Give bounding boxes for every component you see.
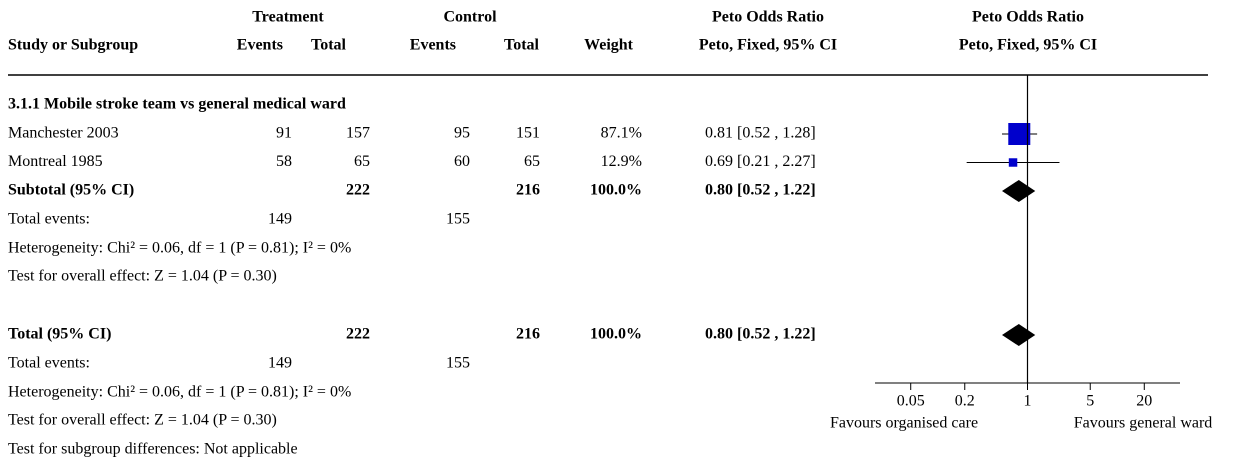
cell: 0.80 [0.52 , 1.22] <box>705 326 816 343</box>
subgroup-heading: 3.1.1 Mobile stroke team vs general medi… <box>8 96 346 113</box>
header: Study or Subgroup <box>8 37 138 54</box>
x-tick-label: 1 <box>1024 393 1032 410</box>
x-tick-label: 0.05 <box>897 393 925 410</box>
events-label: Total events: <box>8 355 90 372</box>
cell: 65 <box>524 153 540 170</box>
pooled-diamond <box>1002 324 1036 346</box>
pooled-name: Subtotal (95% CI) <box>8 182 134 199</box>
header: Peto Odds Ratio <box>712 9 824 26</box>
header: Weight <box>584 37 634 54</box>
cell: 157 <box>346 125 370 142</box>
cell: 222 <box>346 182 370 199</box>
header: Treatment <box>252 9 324 26</box>
heterogeneity: Heterogeneity: Chi² = 0.06, df = 1 (P = … <box>8 384 351 401</box>
cell: 155 <box>446 211 470 228</box>
pooled-name: Total (95% CI) <box>8 326 111 343</box>
cell: 222 <box>346 326 370 343</box>
cell: 60 <box>454 153 470 170</box>
cell: 149 <box>268 355 292 372</box>
study-marker <box>1008 123 1031 145</box>
cell: 100.0% <box>590 326 642 343</box>
favours-left: Favours organised care <box>830 415 978 432</box>
cell: 149 <box>268 211 292 228</box>
cell: 0.69 [0.21 , 2.27] <box>705 153 816 170</box>
cell: 95 <box>454 125 470 142</box>
cell: 87.1% <box>601 125 642 142</box>
header: Peto Odds Ratio <box>972 9 1084 26</box>
favours-right: Favours general ward <box>1074 415 1213 432</box>
heterogeneity: Heterogeneity: Chi² = 0.06, df = 1 (P = … <box>8 240 351 257</box>
header: Total <box>311 37 347 54</box>
cell: 0.81 [0.52 , 1.28] <box>705 125 816 142</box>
cell: 100.0% <box>590 182 642 199</box>
cell: 155 <box>446 355 470 372</box>
pooled-diamond <box>1002 180 1036 202</box>
study-name: Manchester 2003 <box>8 125 119 142</box>
cell: 216 <box>516 182 540 199</box>
events-label: Total events: <box>8 211 90 228</box>
header: Total <box>504 37 540 54</box>
cell: 65 <box>354 153 370 170</box>
cell: 151 <box>516 125 540 142</box>
cell: 58 <box>276 153 292 170</box>
cell: 0.80 [0.52 , 1.22] <box>705 182 816 199</box>
x-tick-label: 0.2 <box>955 393 975 410</box>
header: Peto, Fixed, 95% CI <box>959 37 1097 54</box>
study-name: Montreal 1985 <box>8 153 103 170</box>
study-marker <box>1008 158 1018 167</box>
cell: 216 <box>516 326 540 343</box>
header: Events <box>410 37 456 54</box>
header: Events <box>237 37 283 54</box>
x-tick-label: 20 <box>1136 393 1152 410</box>
overall-effect: Test for overall effect: Z = 1.04 (P = 0… <box>8 268 277 285</box>
header: Peto, Fixed, 95% CI <box>699 37 837 54</box>
x-tick-label: 5 <box>1086 393 1094 410</box>
subgroup-differences: Test for subgroup differences: Not appli… <box>8 441 298 458</box>
cell: 91 <box>276 125 292 142</box>
header: Control <box>443 9 497 26</box>
cell: 12.9% <box>601 153 642 170</box>
overall-effect: Test for overall effect: Z = 1.04 (P = 0… <box>8 412 277 429</box>
